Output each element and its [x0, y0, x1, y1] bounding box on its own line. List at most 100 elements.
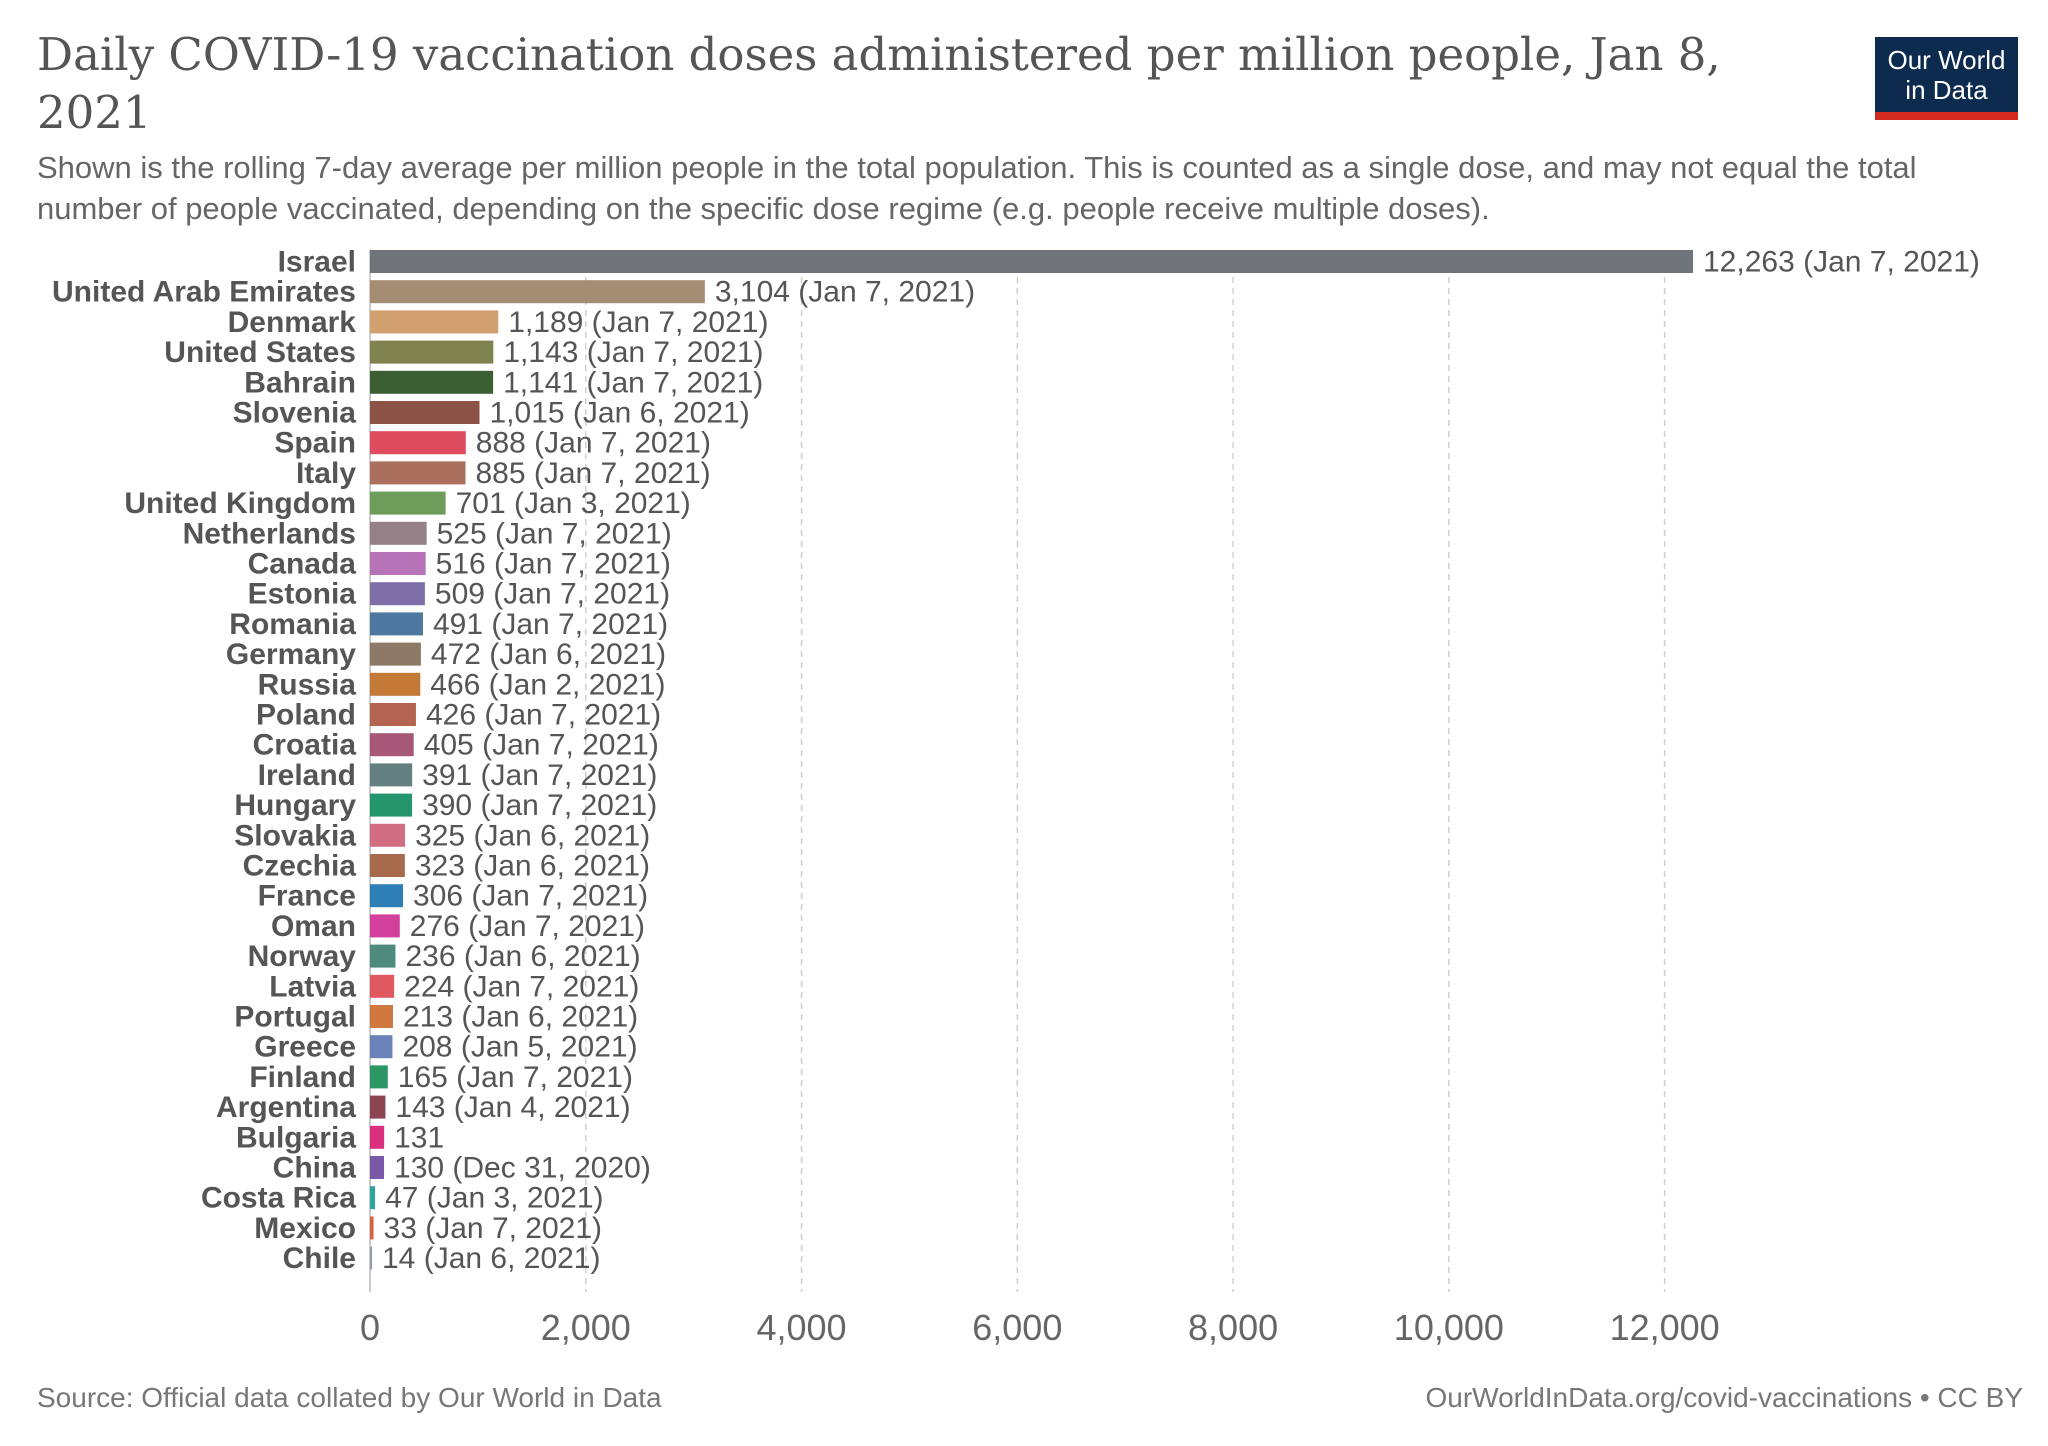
- bar[interactable]: [370, 703, 416, 726]
- category-label: Romania: [229, 608, 356, 641]
- bar-row[interactable]: United Arab Emirates 3,104 (Jan 7, 2021): [52, 276, 975, 309]
- category-label: Greece: [254, 1031, 356, 1064]
- bar[interactable]: [370, 250, 1693, 273]
- category-label: Argentina: [216, 1091, 356, 1124]
- bar[interactable]: [370, 461, 466, 485]
- bar[interactable]: [370, 491, 446, 515]
- value-label: 325 (Jan 6, 2021): [415, 819, 650, 852]
- bar-row[interactable]: Poland 426 (Jan 7, 2021): [256, 699, 661, 732]
- value-label: 525 (Jan 7, 2021): [437, 517, 672, 550]
- bar-row[interactable]: Costa Rica 47 (Jan 3, 2021): [201, 1182, 604, 1215]
- bar-row[interactable]: Slovenia 1,015 (Jan 6, 2021): [233, 397, 750, 430]
- bar[interactable]: [370, 340, 494, 364]
- bar[interactable]: [370, 733, 414, 757]
- x-tick-label: 8,000: [1188, 1307, 1278, 1348]
- bar-row[interactable]: Latvia 224 (Jan 7, 2021): [269, 970, 639, 1003]
- bar-row[interactable]: Romania 491 (Jan 7, 2021): [229, 608, 668, 641]
- bar[interactable]: [370, 1186, 376, 1210]
- logo-line-2: in Data: [1905, 75, 1988, 105]
- bar-row[interactable]: Czechia 323 (Jan 6, 2021): [243, 850, 650, 883]
- bar[interactable]: [370, 1035, 393, 1059]
- value-label: 491 (Jan 7, 2021): [433, 608, 668, 641]
- value-label: 472 (Jan 6, 2021): [431, 638, 666, 671]
- owid-logo[interactable]: Our World in Data: [1875, 37, 2018, 120]
- category-label: Chile: [283, 1242, 356, 1275]
- value-label: 165 (Jan 7, 2021): [398, 1061, 633, 1094]
- value-label: 12,263 (Jan 7, 2021): [1703, 250, 1980, 279]
- bar[interactable]: [370, 1125, 385, 1149]
- value-label: 213 (Jan 6, 2021): [403, 1001, 638, 1034]
- bar[interactable]: [370, 763, 413, 787]
- value-label: 885 (Jan 7, 2021): [475, 457, 710, 490]
- bar-row[interactable]: Slovakia 325 (Jan 6, 2021): [234, 819, 650, 852]
- bars: Israel 12,263 (Jan 7, 2021) United Arab Em…: [52, 250, 1980, 1275]
- bar[interactable]: [370, 974, 395, 998]
- bar-row[interactable]: Italy 885 (Jan 7, 2021): [296, 457, 711, 490]
- bar[interactable]: [370, 823, 406, 847]
- value-label: 1,015 (Jan 6, 2021): [490, 397, 750, 430]
- bar-row[interactable]: Bahrain 1,141 (Jan 7, 2021): [244, 366, 763, 399]
- bar-row[interactable]: United Kingdom 701 (Jan 3, 2021): [124, 487, 690, 520]
- bar[interactable]: [370, 401, 480, 424]
- bar[interactable]: [370, 280, 705, 304]
- bar[interactable]: [370, 1216, 374, 1240]
- bar-row[interactable]: Finland 165 (Jan 7, 2021): [249, 1061, 633, 1094]
- bar[interactable]: [370, 612, 423, 636]
- value-label: 208 (Jan 5, 2021): [402, 1031, 637, 1064]
- bar-row[interactable]: Argentina 143 (Jan 4, 2021): [216, 1091, 631, 1124]
- bar-row[interactable]: Oman 276 (Jan 7, 2021): [271, 910, 645, 943]
- bar-row[interactable]: Greece 208 (Jan 5, 2021): [254, 1031, 637, 1064]
- value-label: 391 (Jan 7, 2021): [422, 759, 657, 792]
- bar[interactable]: [370, 793, 413, 817]
- category-label: Israel: [278, 250, 356, 279]
- x-tick-label: 2,000: [541, 1307, 631, 1348]
- bar-row[interactable]: France 306 (Jan 7, 2021): [258, 880, 649, 913]
- bar-row[interactable]: Portugal 213 (Jan 6, 2021): [234, 1001, 638, 1034]
- bar[interactable]: [370, 914, 400, 938]
- bar-row[interactable]: Canada 516 (Jan 7, 2021): [248, 548, 671, 581]
- bar[interactable]: [370, 370, 494, 394]
- bar[interactable]: [370, 854, 405, 877]
- bar[interactable]: [370, 944, 396, 968]
- bar-row[interactable]: Hungary 390 (Jan 7, 2021): [234, 789, 657, 822]
- value-label: 143 (Jan 4, 2021): [395, 1091, 630, 1124]
- bar-row[interactable]: Denmark 1,189 (Jan 7, 2021): [228, 306, 769, 339]
- bar-row[interactable]: Estonia 509 (Jan 7, 2021): [248, 578, 670, 611]
- bar[interactable]: [370, 310, 499, 334]
- bar[interactable]: [370, 1065, 388, 1089]
- bar-row[interactable]: Croatia 405 (Jan 7, 2021): [253, 729, 659, 762]
- x-axis: 0 2,000 4,000 6,000 8,000 10,000 12,000: [360, 1307, 1720, 1348]
- bar[interactable]: [370, 642, 421, 666]
- bar-row[interactable]: Russia 466 (Jan 2, 2021): [258, 668, 666, 701]
- value-label: 236 (Jan 6, 2021): [405, 940, 640, 973]
- value-label: 405 (Jan 7, 2021): [424, 729, 659, 762]
- bar[interactable]: [370, 521, 427, 545]
- bar[interactable]: [370, 1246, 372, 1270]
- chart-title: Daily COVID-19 vaccination doses adminis…: [37, 28, 1721, 139]
- bar[interactable]: [370, 672, 421, 696]
- bar[interactable]: [370, 431, 466, 455]
- category-label: Estonia: [248, 578, 357, 611]
- bar[interactable]: [370, 1156, 385, 1179]
- category-label: Latvia: [269, 970, 356, 1003]
- bar[interactable]: [370, 1095, 386, 1119]
- bar-row[interactable]: Netherlands 525 (Jan 7, 2021): [183, 517, 672, 550]
- bar-row[interactable]: United States 1,143 (Jan 7, 2021): [164, 336, 763, 369]
- value-label: 130 (Dec 31, 2020): [394, 1152, 651, 1185]
- bar[interactable]: [370, 884, 404, 908]
- bar-row[interactable]: Israel 12,263 (Jan 7, 2021): [278, 250, 1980, 279]
- bar-row[interactable]: Germany 472 (Jan 6, 2021): [226, 638, 666, 671]
- bar-row[interactable]: Bulgaria 131: [236, 1121, 444, 1154]
- bar-row[interactable]: Chile 14 (Jan 6, 2021): [283, 1242, 601, 1275]
- bar-row[interactable]: China 130 (Dec 31, 2020): [273, 1152, 651, 1185]
- source-link[interactable]: OurWorldInData.org/covid-vaccinations • …: [1425, 1382, 2023, 1413]
- bar-row[interactable]: Ireland 391 (Jan 7, 2021): [258, 759, 658, 792]
- bar-row[interactable]: Spain 888 (Jan 7, 2021): [274, 427, 711, 460]
- bar-row[interactable]: Mexico 33 (Jan 7, 2021): [254, 1212, 602, 1245]
- bar-row[interactable]: Norway 236 (Jan 6, 2021): [248, 940, 641, 973]
- bar[interactable]: [370, 1005, 393, 1028]
- bar[interactable]: [370, 582, 425, 606]
- category-label: Germany: [226, 638, 356, 671]
- bar[interactable]: [370, 552, 426, 575]
- category-label: Croatia: [253, 729, 357, 762]
